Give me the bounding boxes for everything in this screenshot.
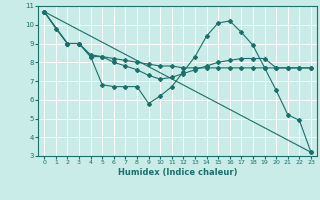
X-axis label: Humidex (Indice chaleur): Humidex (Indice chaleur) xyxy=(118,168,237,177)
